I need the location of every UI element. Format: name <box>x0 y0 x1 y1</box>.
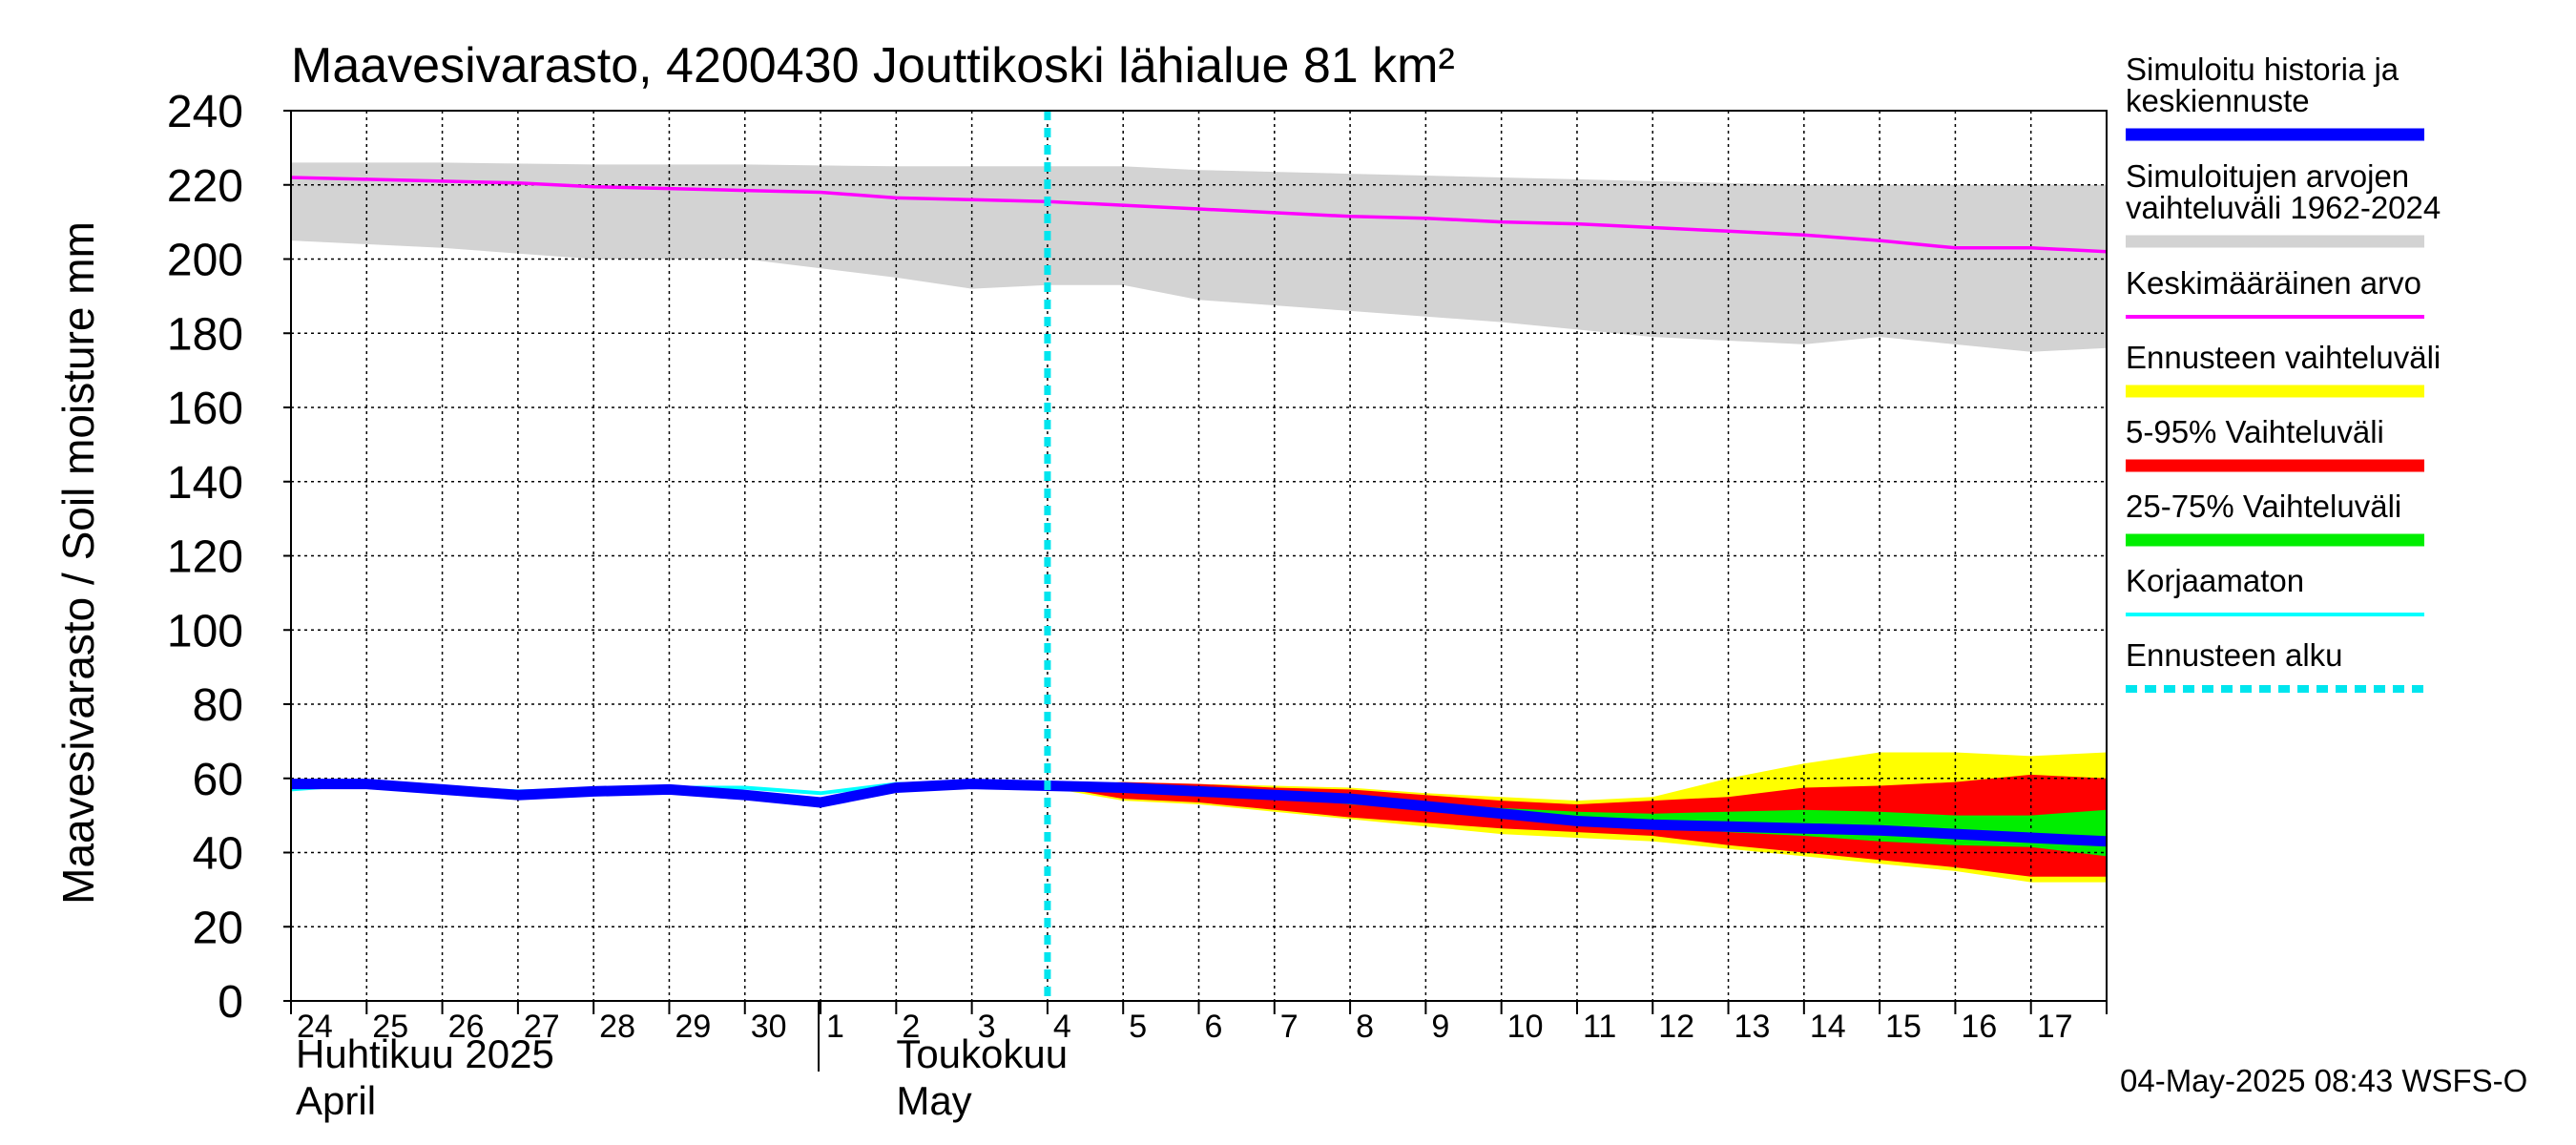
mean-value-line <box>290 176 2108 254</box>
x-day-label: 12 <box>1658 1009 1694 1045</box>
x-day-label: 27 <box>524 1009 560 1045</box>
x-day-label: 6 <box>1205 1009 1223 1045</box>
x-day-label: 3 <box>978 1009 996 1045</box>
y-tick-label: 220 <box>167 161 243 212</box>
x-day-label: 25 <box>372 1009 408 1045</box>
month-label-line1: Huhtikuu 2025 <box>296 1031 554 1076</box>
chart-title: Maavesivarasto, 4200430 Jouttikoski lähi… <box>291 38 1455 94</box>
legend-item: 25-75% Vaihteluväli <box>2126 489 2424 547</box>
y-tick-label: 240 <box>167 87 243 137</box>
y-tick-label: 160 <box>167 384 243 434</box>
legend-label: Simuloitu historia ja <box>2126 52 2399 87</box>
legend: Simuloitu historia jakeskiennusteSimuloi… <box>2126 52 2441 693</box>
x-day-label: 11 <box>1583 1009 1616 1045</box>
y-tick-label: 0 <box>218 977 243 1028</box>
y-axis-label: Maavesivarasto / Soil moisture mm <box>53 221 103 905</box>
legend-label: Korjaamaton <box>2126 563 2304 598</box>
x-axis: 24 25 26 27 28 29 30 1 2 3 4 5 6 7 8 9 10 11 12 13 14 15 16 17H… <box>290 1001 2108 1123</box>
x-day-label: 10 <box>1507 1009 1544 1045</box>
month-label-line2: April <box>296 1078 376 1123</box>
x-day-label: 1 <box>826 1009 844 1045</box>
y-tick-label: 180 <box>167 309 243 360</box>
timestamp-footer: 04-May-2025 08:43 WSFS-O <box>2120 1063 2527 1098</box>
legend-label: keskiennuste <box>2126 83 2310 118</box>
legend-item: Keskimääräinen arvo <box>2126 265 2424 319</box>
legend-label: Simuloitujen arvojen <box>2126 158 2409 194</box>
y-tick-label: 40 <box>193 829 243 880</box>
x-day-label: 5 <box>1129 1009 1147 1045</box>
x-day-label: 4 <box>1053 1009 1071 1045</box>
y-tick-label: 20 <box>193 903 243 953</box>
y-axis: 0 20 40 60 80 100 120 140 160 180 200 220 240 <box>167 87 291 1028</box>
month-label-line1: Toukokuu <box>896 1031 1068 1076</box>
x-day-label: 28 <box>599 1009 635 1045</box>
legend-item: Korjaamaton <box>2126 563 2424 616</box>
legend-label: Keskimääräinen arvo <box>2126 265 2421 301</box>
x-day-label: 16 <box>1961 1009 1997 1045</box>
x-day-label: 17 <box>2037 1009 2073 1045</box>
x-day-label: 9 <box>1431 1009 1449 1045</box>
legend-item: 5-95% Vaihteluväli <box>2126 414 2424 472</box>
simulated-history-line <box>291 779 2108 847</box>
y-tick-label: 80 <box>193 680 243 731</box>
x-day-label: 15 <box>1885 1009 1922 1045</box>
legend-item: Ennusteen alku <box>2126 637 2424 693</box>
y-tick-label: 60 <box>193 755 243 805</box>
legend-label: vaihteluväli 1962-2024 <box>2126 190 2441 225</box>
y-tick-label: 100 <box>167 606 243 656</box>
plot-area <box>290 110 2108 1002</box>
y-tick-label: 140 <box>167 458 243 509</box>
x-day-label: 8 <box>1356 1009 1374 1045</box>
month-label-line2: May <box>896 1078 971 1123</box>
x-day-label: 2 <box>902 1009 920 1045</box>
y-tick-label: 120 <box>167 532 243 583</box>
x-day-label: 29 <box>675 1009 711 1045</box>
x-day-label: 13 <box>1735 1009 1771 1045</box>
x-day-label: 26 <box>448 1009 485 1045</box>
y-tick-label: 200 <box>167 236 243 286</box>
legend-label: 25-75% Vaihteluväli <box>2126 489 2401 524</box>
x-day-label: 24 <box>297 1009 333 1045</box>
legend-item: Ennusteen vaihteluväli <box>2126 340 2441 398</box>
x-day-label: 30 <box>751 1009 787 1045</box>
x-day-label: 7 <box>1280 1009 1298 1045</box>
legend-label: Ennusteen alku <box>2126 637 2343 673</box>
grid-lines <box>291 110 2107 1002</box>
legend-label: 5-95% Vaihteluväli <box>2126 414 2384 449</box>
legend-label: Ennusteen vaihteluväli <box>2126 340 2441 375</box>
x-day-label: 14 <box>1810 1009 1846 1045</box>
